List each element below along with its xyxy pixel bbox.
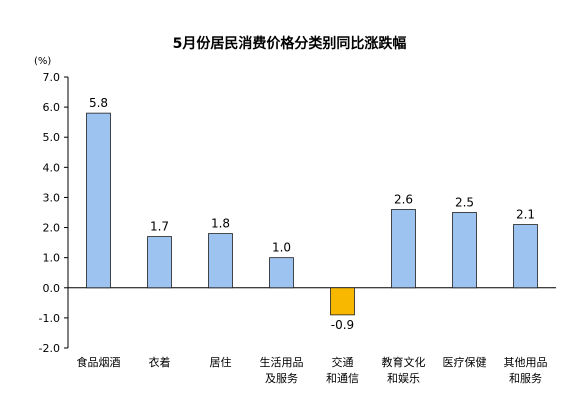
data-label: 2.6 bbox=[394, 192, 413, 206]
data-label: 2.1 bbox=[516, 208, 535, 222]
y-tick-label: 2.0 bbox=[43, 222, 61, 235]
data-label: 1.0 bbox=[272, 241, 291, 255]
y-tick-label: 6.0 bbox=[43, 101, 61, 114]
category-label: 和通信 bbox=[326, 372, 359, 385]
bar bbox=[147, 236, 172, 289]
data-label: -0.9 bbox=[331, 318, 354, 332]
bar bbox=[208, 233, 233, 289]
category-label: 和服务 bbox=[509, 372, 542, 385]
category-label: 衣着 bbox=[149, 355, 171, 369]
data-label: 5.8 bbox=[89, 96, 108, 110]
y-tick-label: 7.0 bbox=[43, 71, 61, 84]
category-label: 生活用品 bbox=[260, 355, 304, 369]
bar bbox=[330, 287, 355, 316]
category-label: 教育文化 bbox=[382, 355, 426, 369]
category-label: 医疗保健 bbox=[443, 355, 487, 369]
y-tick-label: 0.0 bbox=[43, 282, 61, 295]
chart-title: 5月份居民消费价格分类别同比涨跌幅 bbox=[172, 36, 407, 52]
category-label: 和娱乐 bbox=[387, 371, 420, 385]
category-label: 及服务 bbox=[265, 372, 298, 385]
y-tick-label: -2.0 bbox=[39, 342, 60, 355]
y-tick-label: 3.0 bbox=[43, 191, 61, 204]
bar bbox=[513, 224, 538, 289]
y-tick-label: 4.0 bbox=[43, 161, 61, 174]
data-label: 2.5 bbox=[455, 196, 474, 210]
data-label: 1.8 bbox=[211, 217, 230, 231]
data-label: 1.7 bbox=[150, 220, 169, 234]
category-label: 食品烟酒 bbox=[77, 355, 121, 369]
y-tick-label: 5.0 bbox=[43, 131, 61, 144]
y-tick-label: 1.0 bbox=[43, 252, 61, 265]
category-label: 居住 bbox=[210, 355, 232, 369]
y-axis-unit: (%) bbox=[34, 56, 52, 67]
bar bbox=[269, 257, 294, 289]
category-label: 其他用品 bbox=[504, 356, 548, 369]
category-label: 交通 bbox=[332, 355, 354, 369]
bar bbox=[452, 212, 477, 289]
y-tick-label: -1.0 bbox=[39, 312, 60, 325]
bar bbox=[391, 209, 416, 289]
bar bbox=[86, 112, 111, 289]
